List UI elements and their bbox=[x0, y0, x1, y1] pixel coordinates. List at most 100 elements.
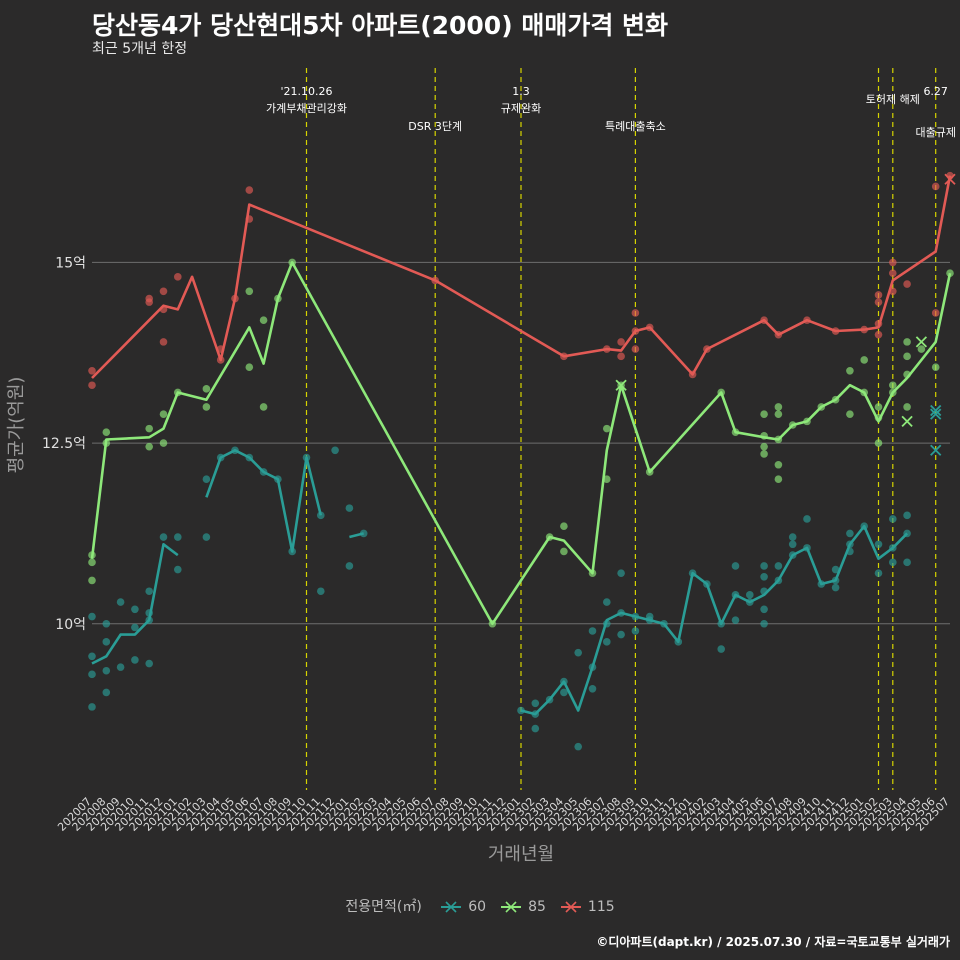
data-point bbox=[588, 685, 597, 693]
data-point bbox=[145, 659, 153, 668]
data-point bbox=[88, 703, 96, 711]
data-point bbox=[874, 298, 883, 306]
cross-marker bbox=[915, 336, 928, 348]
event-label: 1.3 bbox=[512, 85, 530, 98]
data-point bbox=[874, 439, 883, 447]
data-point bbox=[603, 424, 611, 433]
data-point bbox=[245, 363, 254, 371]
y-tick-label: 10억 bbox=[55, 617, 86, 633]
legend-label: 60 bbox=[468, 899, 487, 915]
event-label: DSR 3단계 bbox=[408, 120, 462, 133]
event-label: 규제완화 bbox=[501, 102, 541, 115]
data-point bbox=[603, 638, 611, 646]
cross-stroke bbox=[930, 444, 942, 456]
data-point bbox=[102, 619, 111, 628]
y-tick-label: 15억 bbox=[55, 255, 86, 271]
data-point bbox=[88, 670, 96, 679]
data-point bbox=[560, 547, 568, 556]
data-point bbox=[760, 619, 768, 628]
data-point bbox=[560, 688, 568, 697]
data-point bbox=[202, 533, 211, 541]
data-point bbox=[88, 612, 96, 621]
data-point bbox=[903, 403, 911, 411]
legend-label: 115 bbox=[587, 899, 615, 915]
data-point bbox=[574, 742, 582, 751]
data-point bbox=[631, 309, 640, 317]
event-label: 대출규제 bbox=[915, 126, 955, 139]
event-label: 특례대출축소 bbox=[605, 120, 666, 133]
data-point bbox=[631, 627, 640, 635]
data-point bbox=[145, 587, 153, 596]
data-point bbox=[889, 258, 897, 267]
series-line bbox=[205, 448, 323, 553]
x-axis-label: 거래년월 bbox=[488, 844, 554, 865]
data-point bbox=[159, 338, 168, 346]
data-point bbox=[245, 287, 254, 296]
cross-marker bbox=[944, 173, 956, 185]
legend-key bbox=[560, 901, 581, 913]
legend: 전용면적(㎡) 60 85 115 bbox=[0, 896, 960, 916]
cross-stroke bbox=[915, 336, 928, 348]
data-point bbox=[874, 540, 883, 549]
data-point bbox=[903, 558, 911, 567]
data-point bbox=[831, 583, 840, 592]
cross-marker bbox=[930, 444, 942, 456]
data-point bbox=[102, 428, 111, 437]
data-point bbox=[617, 569, 625, 577]
data-point bbox=[617, 338, 625, 346]
data-point bbox=[931, 363, 940, 371]
y-tick-label: 12.5억 bbox=[42, 436, 86, 452]
data-point bbox=[760, 562, 768, 570]
legend-item: 85 bbox=[500, 899, 546, 915]
data-point bbox=[531, 699, 540, 708]
data-point bbox=[731, 562, 740, 570]
data-point bbox=[831, 565, 840, 574]
data-point bbox=[131, 605, 139, 614]
data-point bbox=[617, 630, 625, 639]
cross-marker bbox=[930, 404, 942, 417]
series-line bbox=[349, 532, 365, 539]
data-point bbox=[174, 565, 182, 574]
data-point bbox=[259, 316, 268, 324]
event-label: 토허제 해제 bbox=[866, 92, 920, 106]
data-point bbox=[931, 309, 940, 317]
data-point bbox=[774, 403, 783, 411]
data-point bbox=[159, 533, 168, 541]
data-point bbox=[116, 663, 125, 671]
y-axis-label: 평균가(억원) bbox=[6, 377, 27, 474]
cross-marker bbox=[615, 379, 627, 391]
data-point bbox=[860, 356, 868, 364]
data-point bbox=[874, 291, 883, 299]
data-point bbox=[889, 558, 897, 567]
data-point bbox=[774, 562, 783, 570]
data-point bbox=[760, 442, 768, 451]
cross-marker bbox=[930, 408, 942, 420]
data-point bbox=[145, 442, 153, 451]
legend-key bbox=[441, 901, 462, 913]
data-point bbox=[903, 338, 911, 346]
data-point bbox=[774, 460, 783, 469]
series-line bbox=[91, 175, 952, 379]
data-point bbox=[903, 511, 911, 520]
cross-stroke bbox=[615, 379, 627, 391]
data-point bbox=[617, 352, 625, 361]
data-point bbox=[102, 688, 111, 697]
series-line bbox=[91, 542, 179, 665]
data-point bbox=[88, 652, 96, 661]
data-point bbox=[760, 605, 768, 614]
data-point bbox=[259, 403, 268, 411]
data-point bbox=[760, 450, 768, 458]
legend-items: 60 85 115 bbox=[426, 899, 615, 915]
data-point bbox=[131, 623, 139, 632]
data-point bbox=[931, 182, 940, 191]
cross-stroke bbox=[930, 408, 942, 420]
data-point bbox=[345, 562, 354, 570]
data-point bbox=[731, 616, 740, 624]
data-point bbox=[145, 424, 153, 433]
data-point bbox=[174, 273, 182, 281]
cross-marker bbox=[901, 415, 913, 428]
data-point bbox=[903, 352, 911, 361]
data-point bbox=[202, 403, 211, 411]
data-point bbox=[917, 345, 926, 353]
